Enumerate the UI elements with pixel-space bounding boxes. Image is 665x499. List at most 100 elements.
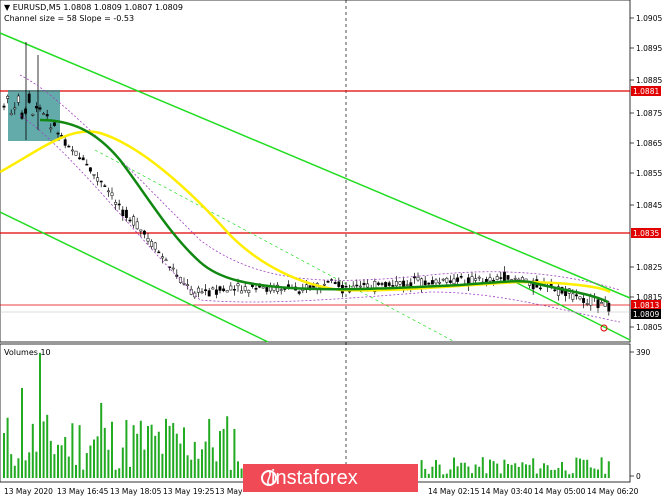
volume-bar bbox=[175, 433, 178, 478]
volume-bar bbox=[24, 460, 27, 478]
candle-body bbox=[232, 289, 236, 291]
volume-bar bbox=[445, 473, 448, 478]
volume-bar bbox=[183, 427, 185, 478]
candle-body bbox=[99, 180, 103, 183]
volume-bar bbox=[179, 443, 182, 478]
volume-bar bbox=[499, 473, 502, 478]
volume-bar bbox=[532, 458, 535, 478]
candle-body bbox=[337, 281, 341, 287]
candle-body bbox=[589, 296, 593, 306]
candle-body bbox=[553, 289, 557, 292]
volume-bar bbox=[438, 464, 441, 478]
candle-body bbox=[243, 286, 247, 291]
time-tick-label: 14 May 06:20 bbox=[587, 487, 639, 496]
volume-bar bbox=[539, 468, 542, 478]
volume-bar bbox=[507, 464, 509, 478]
volume-bar bbox=[107, 449, 110, 478]
candle-body bbox=[218, 286, 222, 291]
candle-body bbox=[189, 289, 193, 295]
channel-middle bbox=[94, 149, 456, 343]
candle-body bbox=[322, 283, 326, 286]
volume-bar bbox=[82, 469, 85, 478]
candle-body bbox=[42, 113, 46, 115]
time-tick-label: 14 May 05:00 bbox=[534, 487, 586, 496]
candle-body bbox=[38, 107, 42, 110]
candle-body bbox=[366, 283, 370, 288]
candle-body bbox=[578, 296, 582, 300]
volume-bar bbox=[589, 467, 592, 478]
price-tag bbox=[631, 86, 661, 96]
volume-bar bbox=[46, 414, 49, 478]
volume-bar bbox=[449, 469, 452, 478]
candle-body bbox=[402, 280, 406, 288]
candle-body bbox=[538, 287, 542, 290]
volume-bar bbox=[186, 455, 189, 478]
volume-bar bbox=[517, 466, 520, 478]
volume-bar bbox=[427, 473, 430, 478]
candle-body bbox=[445, 278, 449, 283]
candle-body bbox=[376, 282, 380, 285]
volume-bar bbox=[492, 461, 495, 478]
candle-body bbox=[132, 216, 136, 226]
candle-body bbox=[2, 105, 6, 108]
volumes-label: Volumes 10 bbox=[4, 348, 51, 357]
candle-body bbox=[441, 278, 445, 281]
volume-bar bbox=[456, 466, 459, 478]
volume-bar bbox=[463, 462, 466, 478]
price-tick-label: 1.0845 bbox=[636, 201, 662, 210]
instaforex-swirl-icon bbox=[261, 470, 277, 486]
volume-bar bbox=[129, 466, 131, 478]
volume-bar bbox=[485, 473, 488, 478]
candle-body bbox=[582, 298, 586, 303]
candle-body bbox=[268, 286, 272, 292]
volume-bar bbox=[78, 425, 81, 478]
volume-bar bbox=[201, 449, 203, 478]
candle-body bbox=[52, 122, 56, 126]
volume-bar bbox=[568, 474, 571, 478]
volume-bar bbox=[100, 403, 103, 478]
volume-bar bbox=[204, 441, 207, 478]
volume-bar bbox=[71, 423, 74, 478]
volume-bar bbox=[496, 463, 499, 478]
candle-body bbox=[211, 287, 215, 290]
volume-bar bbox=[471, 473, 473, 478]
candle-body bbox=[488, 277, 492, 282]
candle-body bbox=[456, 277, 460, 282]
price-tick-label: 1.0825 bbox=[636, 263, 662, 272]
candle-body bbox=[506, 275, 510, 280]
volume-bar bbox=[21, 388, 23, 478]
candle-body bbox=[78, 157, 82, 160]
price-tick-label: 1.0815 bbox=[636, 293, 662, 302]
candle-body bbox=[279, 289, 283, 291]
candle-body bbox=[110, 192, 114, 196]
volume-bar bbox=[39, 353, 41, 478]
candle-body bbox=[412, 276, 416, 279]
volume-bar bbox=[103, 427, 106, 478]
time-axis: 13 May 2020 13 May 16:45 13 May 18:05 13 Ma… bbox=[4, 487, 639, 496]
volume-bar bbox=[35, 451, 38, 478]
candle-body bbox=[492, 279, 496, 282]
candle-body bbox=[106, 190, 110, 193]
time-tick-label: 13 May 2020 bbox=[4, 487, 53, 496]
volume-bar bbox=[600, 457, 603, 478]
candle-body bbox=[394, 281, 398, 287]
volume-bars bbox=[3, 353, 610, 478]
volume-axis: 390 0 bbox=[630, 348, 651, 481]
volume-bar bbox=[10, 454, 13, 478]
candle-body bbox=[121, 209, 125, 217]
candle-body bbox=[200, 291, 204, 294]
volume-bar bbox=[543, 463, 545, 478]
volume-bar bbox=[474, 464, 477, 478]
candle-body bbox=[229, 285, 233, 291]
volume-bar bbox=[550, 469, 553, 478]
volume-bar bbox=[85, 453, 88, 478]
candle-body bbox=[585, 303, 589, 305]
volume-bar bbox=[503, 459, 506, 478]
volume-bar bbox=[593, 468, 596, 478]
volume-bar bbox=[89, 445, 92, 478]
volume-bar bbox=[557, 467, 560, 478]
candle-body bbox=[380, 283, 384, 285]
volume-tick-label: 0 bbox=[636, 472, 641, 481]
candle-body bbox=[207, 290, 211, 297]
